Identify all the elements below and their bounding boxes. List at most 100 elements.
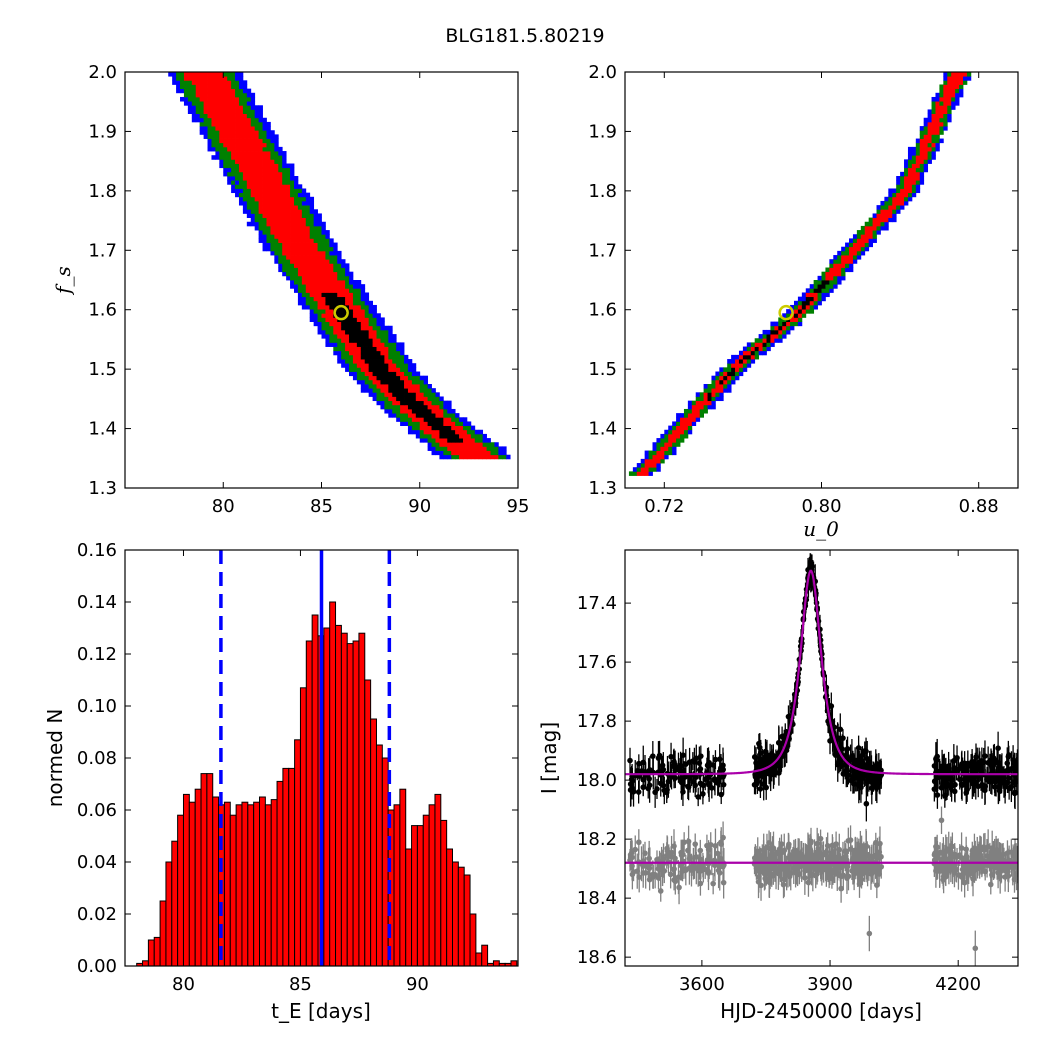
heatmap-cell (278, 171, 283, 177)
heatmap-cell (286, 242, 291, 248)
heatmap-cell (227, 167, 232, 173)
heatmap-cell (317, 259, 322, 264)
heatmap-cell (211, 88, 216, 94)
heatmap-cell (274, 146, 279, 152)
heatmap-cell (864, 246, 870, 252)
heatmap-cell (290, 271, 295, 277)
heatmap-cell (797, 321, 803, 327)
heatmap-cell (195, 109, 201, 114)
heatmap-cell (439, 413, 444, 418)
p2-ytick-label: 0.00 (77, 956, 117, 977)
heatmap-cell (195, 105, 201, 110)
heatmap-cell (270, 246, 275, 252)
heatmap-cell (931, 109, 936, 114)
heatmap-cell (750, 354, 756, 360)
heatmap-cell (825, 267, 830, 273)
heatmap-cell (451, 429, 456, 435)
data-point (783, 870, 790, 876)
heatmap-cell (199, 101, 204, 106)
heatmap-cell (364, 354, 370, 360)
heatmap-cell (868, 230, 873, 235)
heatmap-cell (664, 442, 669, 447)
heatmap-cell (345, 275, 350, 281)
heatmap-cell (868, 234, 873, 239)
heatmap-cell (227, 180, 232, 185)
histogram-bar (364, 679, 372, 967)
data-point (718, 791, 725, 798)
p1-xtick-label: 0.72 (644, 496, 684, 517)
heatmap-cell (742, 367, 748, 372)
heatmap-cell (915, 184, 921, 189)
heatmap-cell (778, 325, 783, 331)
heatmap-cell (380, 359, 385, 364)
heatmap-cell (711, 379, 716, 385)
heatmap-cell (254, 180, 260, 185)
heatmap-cell (301, 284, 307, 289)
heatmap-cell (191, 117, 197, 123)
heatmap-cell (235, 134, 240, 139)
heatmap-cell (352, 342, 358, 347)
heatmap-cell (317, 288, 322, 293)
heatmap-cell (431, 442, 436, 447)
heatmap-cell (352, 346, 358, 352)
histogram-bar (405, 848, 413, 967)
heatmap-cell (695, 392, 701, 397)
heatmap-cell (770, 325, 775, 331)
heatmap-cell (731, 379, 736, 385)
heatmap-cell (325, 230, 330, 235)
heatmap-cell (290, 275, 295, 281)
data-point (670, 866, 677, 873)
histogram-bar (340, 632, 348, 967)
data-point (991, 757, 998, 763)
heatmap-cell (372, 367, 377, 372)
heatmap-cell (376, 392, 381, 397)
heatmap-cell (778, 334, 783, 339)
heatmap-cell (313, 263, 318, 268)
heatmap-cell (290, 209, 295, 214)
heatmap-cell (407, 421, 413, 426)
heatmap-cell (648, 458, 653, 464)
heatmap-cell (911, 188, 917, 194)
heatmap-cell (415, 396, 421, 402)
heatmap-cell (364, 359, 370, 364)
heatmap-cell (250, 142, 256, 148)
heatmap-cell (907, 176, 913, 181)
heatmap-cell (754, 346, 760, 352)
heatmap-cell (860, 234, 866, 239)
heatmap-cell (207, 72, 212, 77)
heatmap-cell (833, 259, 838, 264)
heatmap-cell (203, 134, 208, 139)
heatmap-cell (380, 321, 385, 327)
heatmap-cell (872, 225, 877, 231)
heatmap-cell (360, 329, 366, 335)
heatmap-cell (313, 213, 318, 218)
heatmap-cell (935, 130, 940, 135)
heatmap-cell (325, 292, 330, 298)
heatmap-cell (274, 188, 279, 194)
heatmap-cell (293, 221, 299, 227)
heatmap-cell (439, 446, 444, 451)
heatmap-cell (325, 242, 330, 248)
heatmap-cell (852, 242, 858, 248)
heatmap-cell (864, 221, 870, 227)
data-point (856, 780, 863, 787)
heatmap-cell (915, 180, 921, 185)
heatmap-cell (411, 417, 417, 422)
heatmap-cell (293, 288, 299, 293)
heatmap-cell (305, 242, 311, 248)
heatmap-cell (691, 408, 697, 414)
heatmap-cell (680, 421, 685, 426)
heatmap-cell (290, 205, 295, 210)
heatmap-cell (680, 438, 685, 443)
heatmap-cell (778, 338, 783, 343)
heatmap-cell (293, 255, 299, 260)
heatmap-cell (258, 171, 263, 177)
heatmap-cell (955, 76, 960, 81)
heatmap-cell (250, 217, 256, 223)
heatmap-cell (680, 413, 685, 418)
heatmap-cell (360, 350, 366, 356)
heatmap-cell (317, 292, 322, 298)
p2-ytick-label: 0.08 (77, 748, 117, 769)
heatmap-cell (935, 138, 940, 144)
heatmap-cell (227, 92, 232, 98)
